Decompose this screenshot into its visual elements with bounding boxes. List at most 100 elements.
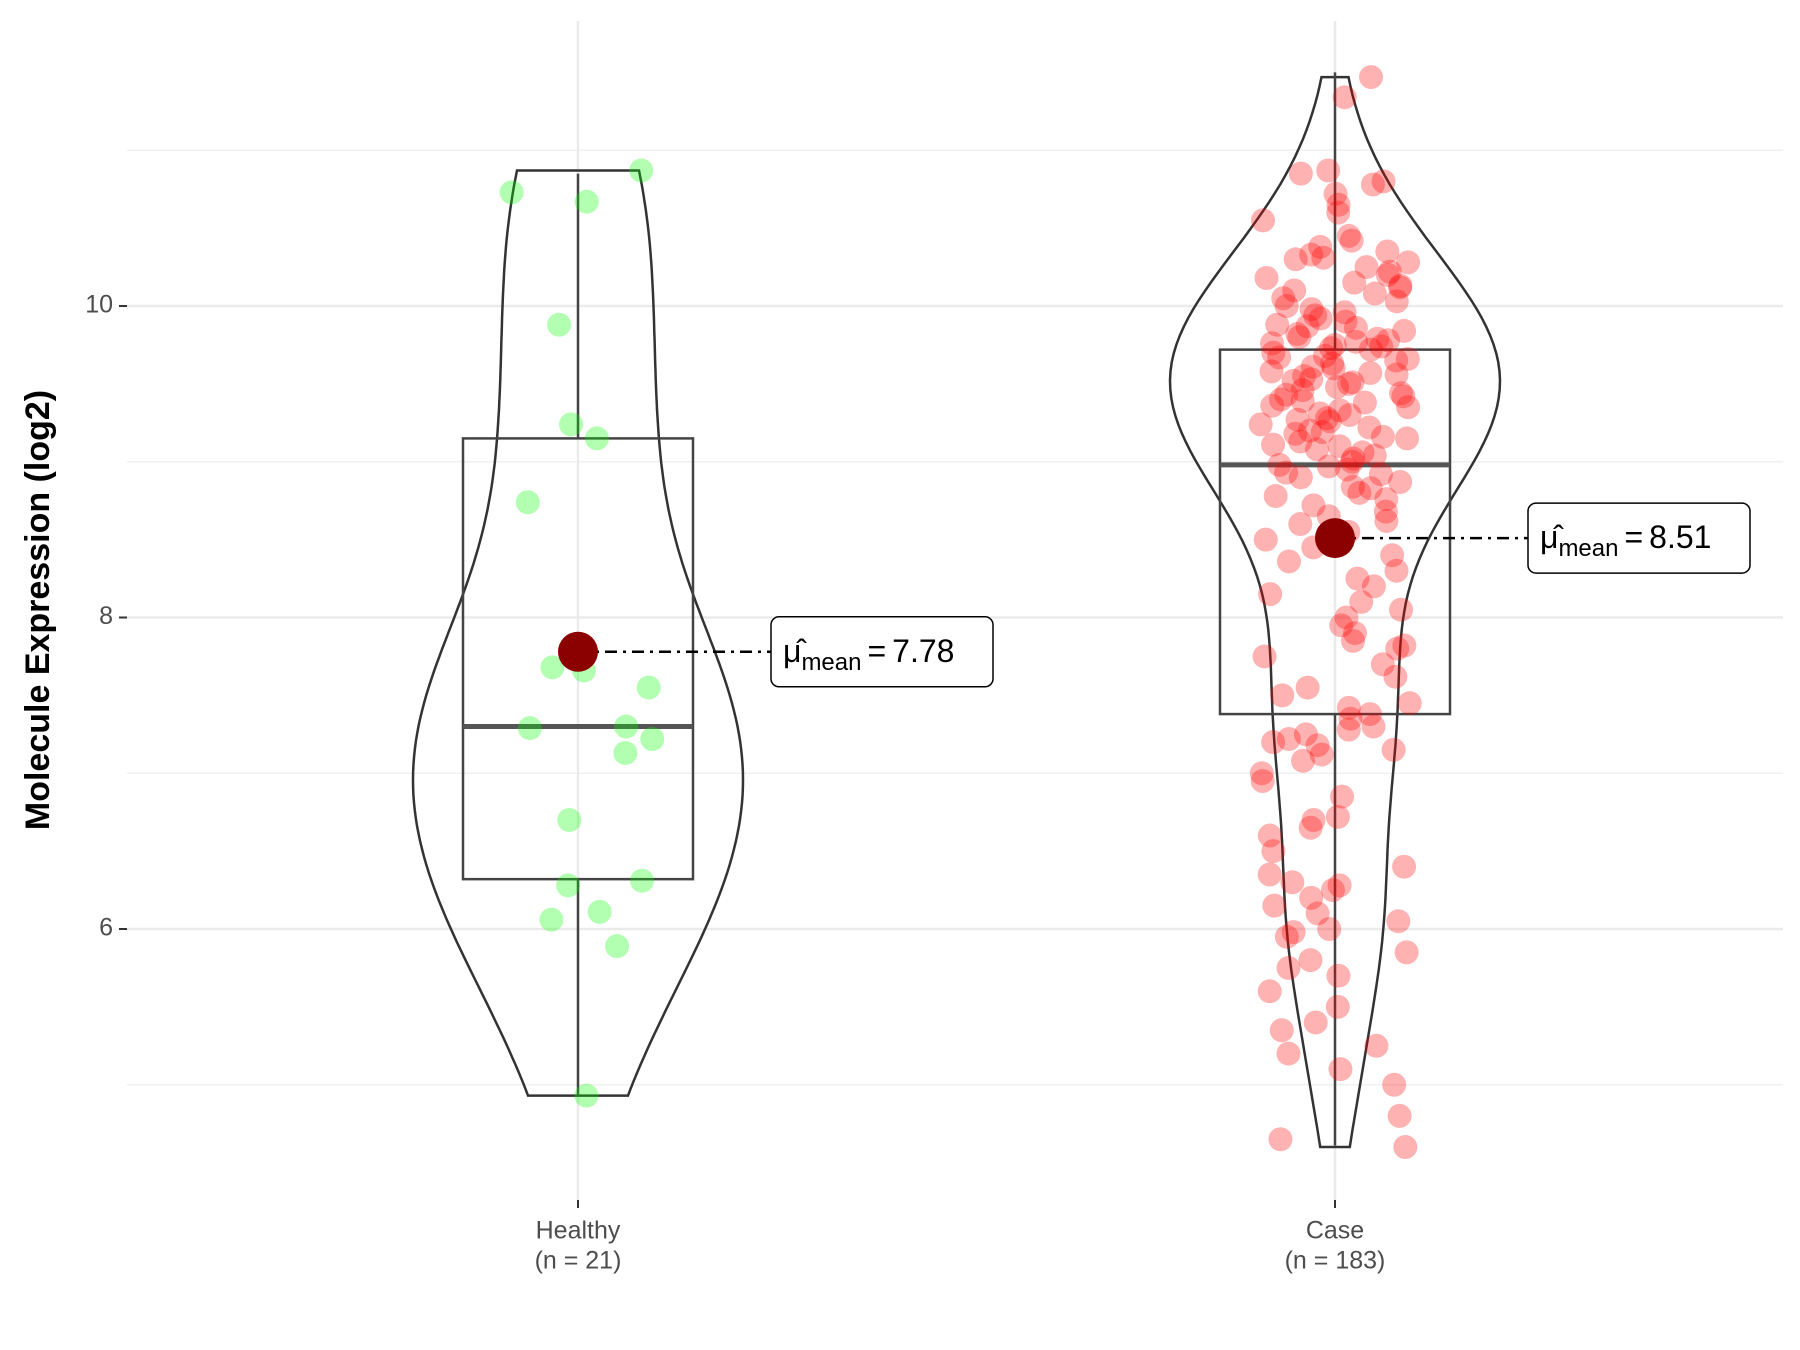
data-point: [1395, 346, 1420, 371]
data-point: [1269, 1018, 1294, 1043]
data-point: [1357, 702, 1382, 727]
mean-point: [558, 631, 598, 672]
data-point: [1317, 409, 1342, 434]
data-point: [1333, 309, 1358, 334]
data-point: [1365, 326, 1390, 351]
data-point: [605, 934, 630, 959]
x-tick-label: Healthy: [536, 1217, 621, 1245]
data-point: [1276, 549, 1301, 574]
data-point: [1384, 348, 1409, 373]
data-point: [1274, 294, 1299, 319]
data-point: [1388, 470, 1413, 495]
data-point: [547, 312, 572, 337]
data-point: [1358, 360, 1383, 385]
data-point: [1300, 354, 1325, 379]
data-point: [1261, 432, 1286, 457]
data-point: [1360, 172, 1385, 197]
box: [1218, 348, 1452, 716]
data-point: [539, 907, 564, 932]
data-point: [1325, 804, 1350, 829]
data-point: [1341, 628, 1366, 653]
data-point: [1393, 1135, 1418, 1160]
data-point: [1295, 314, 1320, 339]
data-point: [1303, 303, 1328, 328]
data-point: [1328, 1057, 1353, 1082]
data-point: [1299, 885, 1324, 910]
data-point: [1259, 359, 1284, 384]
data-point: [1343, 315, 1368, 340]
data-point: [1374, 487, 1399, 512]
data-point: [1281, 920, 1306, 945]
data-point: [1336, 695, 1361, 720]
data-point: [1290, 389, 1315, 414]
data-point: [1274, 924, 1299, 949]
data-point: [1350, 440, 1375, 465]
data-point: [1342, 621, 1367, 646]
data-point: [1334, 605, 1359, 630]
data-point: [1308, 234, 1333, 259]
data-point: [1310, 420, 1335, 445]
data-point: [1267, 345, 1292, 370]
data-point: [1283, 421, 1308, 446]
data-point: [1267, 452, 1292, 477]
mean-value: 7.78: [892, 633, 954, 669]
data-point: [1276, 726, 1301, 751]
data-point: [1326, 963, 1351, 988]
data-point: [1330, 784, 1355, 809]
data-point: [1285, 407, 1310, 432]
data-point: [1316, 454, 1341, 479]
data-point: [1325, 375, 1350, 400]
data-point: [515, 490, 540, 515]
data-point: [1326, 200, 1351, 225]
data-point: [1309, 742, 1334, 767]
data-point: [499, 180, 524, 205]
data-point: [1338, 706, 1363, 731]
data-point: [1358, 337, 1383, 362]
data-point: [629, 158, 654, 183]
data-point: [1322, 332, 1347, 357]
data-point: [1388, 275, 1413, 300]
data-point: [1288, 465, 1313, 490]
data-point: [1303, 1010, 1328, 1035]
data-point: [1384, 558, 1409, 583]
data-point: [1276, 955, 1301, 980]
data-point: [1341, 446, 1366, 471]
data-point: [1373, 499, 1398, 524]
data-point: [1304, 437, 1329, 462]
data-point: [1370, 652, 1395, 677]
data-point: [1268, 387, 1293, 412]
data-point: [1299, 242, 1324, 267]
mean-separator: =: [1624, 520, 1643, 556]
data-point: [574, 1083, 599, 1108]
data-point: [1336, 223, 1361, 248]
data-point: [1258, 582, 1283, 607]
data-point: [640, 726, 665, 751]
data-point: [1392, 854, 1417, 879]
data-point: [1329, 613, 1354, 638]
data-point: [1252, 644, 1277, 669]
data-point: [1335, 457, 1360, 482]
data-point: [1298, 815, 1323, 840]
data-point: [1332, 300, 1357, 325]
data-point: [1380, 543, 1405, 568]
data-point: [1307, 401, 1332, 426]
data-point: [1370, 424, 1395, 449]
data-point: [1337, 403, 1362, 428]
data-point: [1369, 334, 1394, 359]
data-point: [1354, 255, 1379, 280]
data-point: [1293, 722, 1318, 747]
data-point: [1271, 286, 1296, 311]
data-point: [1389, 597, 1414, 622]
data-point: [1280, 870, 1305, 895]
data-point: [1336, 717, 1361, 742]
data-point: [1340, 474, 1365, 499]
data-point: [1321, 356, 1346, 381]
data-point: [1285, 322, 1310, 347]
data-point: [1291, 748, 1316, 773]
data-point: [574, 189, 599, 214]
data-point: [1375, 239, 1400, 264]
data-point: [1396, 250, 1421, 275]
data-point: [1361, 574, 1386, 599]
data-point: [1386, 909, 1411, 934]
data-point: [1327, 873, 1352, 898]
